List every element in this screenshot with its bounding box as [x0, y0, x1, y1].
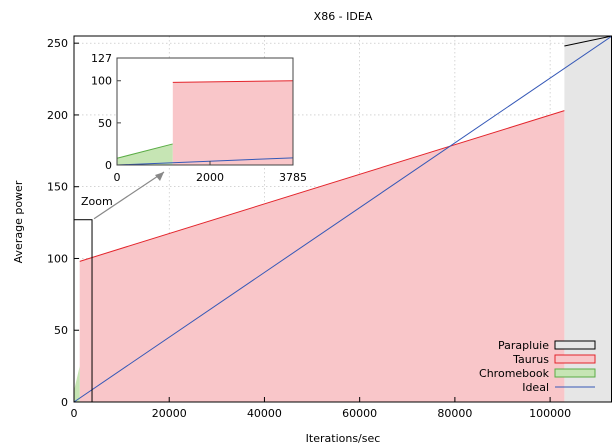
inset-taurus-line: [172, 80, 294, 83]
series-taurus-line: [79, 110, 565, 262]
y-axis-label: Average power: [12, 180, 25, 263]
legend-swatch-taurus: [554, 354, 596, 364]
x-tick-label: 100000: [529, 407, 571, 420]
legend-label-taurus: Taurus: [512, 353, 549, 366]
inset-chromebook-area: [117, 143, 173, 165]
legend-swatch-parapluie: [554, 340, 596, 350]
y-tick-label: 200: [47, 109, 68, 122]
inset-ideal-line: [116, 157, 294, 166]
inset-taurus-area: [172, 80, 293, 165]
x-tick-label: 40000: [247, 407, 282, 420]
inset-x-tick-label: 2000: [196, 171, 224, 184]
inset-y-tick-label: 100: [91, 75, 112, 88]
legend-label-parapluie: Parapluie: [498, 339, 549, 352]
series-chromebook-area: [74, 366, 80, 402]
zoom-annotation: Zoom: [81, 195, 113, 208]
y-tick-label: 100: [47, 252, 68, 265]
x-tick-label: 80000: [437, 407, 472, 420]
zoom-arrow-line: [93, 171, 165, 220]
inset-x-tick-label: 0: [114, 171, 121, 184]
y-tick-label: 150: [47, 181, 68, 194]
inset-chromebook-line: [116, 143, 173, 159]
y-tick-label: 0: [61, 396, 68, 409]
legend-label-ideal: Ideal: [522, 381, 549, 394]
x-tick-label: 20000: [152, 407, 187, 420]
x-tick-label: 60000: [342, 407, 377, 420]
chart-title: X86 - IDEA: [314, 10, 373, 23]
x-axis-label: Iterations/sec: [306, 432, 381, 445]
series-ideal-line: [73, 35, 612, 403]
legend-label-chromebook: Chromebook: [479, 367, 550, 380]
inset-x-tick-label: 3785: [279, 171, 307, 184]
inset-border: [116, 57, 294, 166]
zoom-arrow-head: [155, 172, 164, 181]
y-tick-label: 50: [54, 324, 68, 337]
inset-y-tick-label: 50: [98, 117, 112, 130]
x-tick-label: 0: [71, 407, 78, 420]
series-parapluie-line: [564, 35, 612, 47]
inset-y-tick-label: 127: [91, 52, 112, 65]
legend-swatch-chromebook: [554, 368, 596, 378]
inset-y-tick-label: 0: [105, 159, 112, 172]
series-taurus-area: [79, 110, 565, 403]
y-tick-label: 250: [47, 37, 68, 50]
